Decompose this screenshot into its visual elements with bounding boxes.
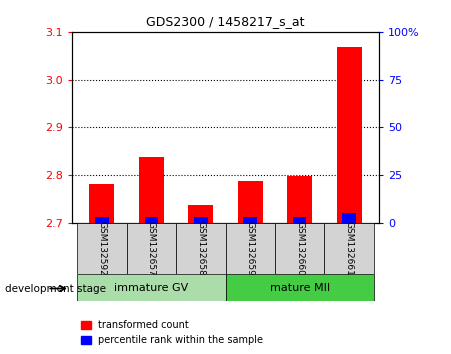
- Text: GSM132660: GSM132660: [295, 221, 304, 276]
- FancyBboxPatch shape: [324, 223, 374, 274]
- FancyBboxPatch shape: [77, 274, 226, 301]
- Title: GDS2300 / 1458217_s_at: GDS2300 / 1458217_s_at: [146, 15, 305, 28]
- Bar: [189, 205, 213, 223]
- Text: GSM132658: GSM132658: [196, 221, 205, 276]
- Bar: [238, 181, 262, 223]
- Bar: [194, 217, 207, 223]
- FancyBboxPatch shape: [127, 223, 176, 274]
- FancyBboxPatch shape: [226, 223, 275, 274]
- Bar: [89, 184, 114, 223]
- Bar: [287, 176, 312, 223]
- Text: development stage: development stage: [5, 284, 106, 293]
- Bar: [337, 47, 362, 223]
- Bar: [293, 217, 307, 223]
- Text: GSM132592: GSM132592: [97, 221, 106, 276]
- Text: mature MII: mature MII: [270, 282, 330, 293]
- Text: GSM132659: GSM132659: [246, 221, 255, 276]
- FancyBboxPatch shape: [226, 274, 374, 301]
- Text: immature GV: immature GV: [114, 282, 189, 293]
- FancyBboxPatch shape: [275, 223, 324, 274]
- Bar: [144, 217, 158, 223]
- FancyBboxPatch shape: [176, 223, 226, 274]
- Bar: [139, 157, 164, 223]
- Bar: [244, 217, 257, 223]
- Bar: [95, 217, 109, 223]
- Text: GSM132661: GSM132661: [345, 221, 354, 276]
- Legend: transformed count, percentile rank within the sample: transformed count, percentile rank withi…: [77, 316, 267, 349]
- Text: GSM132657: GSM132657: [147, 221, 156, 276]
- Bar: [342, 212, 356, 223]
- FancyBboxPatch shape: [77, 223, 127, 274]
